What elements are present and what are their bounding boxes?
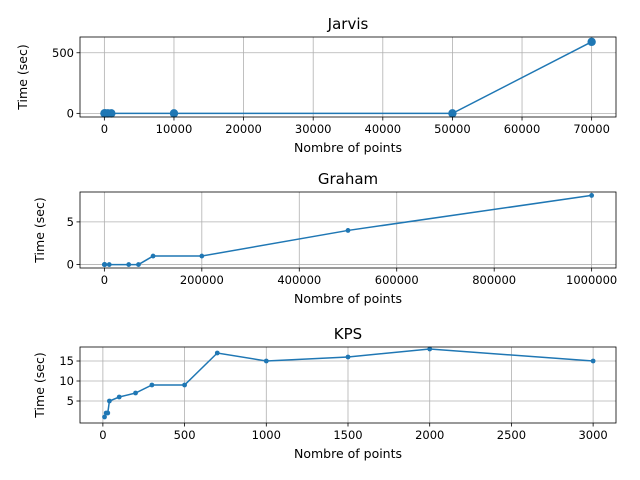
x-tick-label: 1000000 xyxy=(566,273,617,287)
x-tick-label: 30000 xyxy=(295,122,332,136)
x-tick-label: 1500 xyxy=(333,428,362,442)
chart-title: Jarvis xyxy=(327,15,369,33)
data-point xyxy=(107,398,112,404)
data-point xyxy=(150,253,156,259)
data-point xyxy=(102,262,108,267)
x-tick-label: 40000 xyxy=(365,122,402,136)
x-axis-label: Nombre of points xyxy=(294,291,402,306)
x-axis-label: Nombre of points xyxy=(294,140,402,155)
axes-frame xyxy=(79,191,617,269)
data-point xyxy=(199,253,205,259)
subplot-kps: 0 500 1000 1500 2000 2500 3000 5 10 15 KPS Nombre o… xyxy=(32,325,617,461)
data-point xyxy=(105,410,111,416)
x-tick-label: 10000 xyxy=(156,122,193,136)
subplot-jarvis: 0 10000 20000 30000 40000 50000 60000 70000 0 500… xyxy=(15,15,617,155)
subplot-graham: 0 200000 400000 600000 800000 1000000 0 5 Graham… xyxy=(32,170,617,306)
x-tick-label: 20000 xyxy=(225,122,262,136)
data-point xyxy=(590,358,596,364)
x-tick-label: 3000 xyxy=(578,428,607,442)
y-axis-label: Time (sec) xyxy=(32,197,47,263)
data-point xyxy=(136,262,141,267)
data-point xyxy=(133,390,138,396)
x-tick-label: 500 xyxy=(174,428,196,442)
y-axis-label: Time (sec) xyxy=(15,44,30,110)
x-tick-label: 60000 xyxy=(504,122,541,136)
chart-title: KPS xyxy=(334,325,362,343)
x-tick-label: 0 xyxy=(101,122,108,136)
x-tick-label: 70000 xyxy=(573,122,610,136)
data-point xyxy=(345,354,351,360)
y-tick-label: 5 xyxy=(67,394,74,408)
y-tick-label: 0 xyxy=(67,106,74,120)
x-tick-label: 400000 xyxy=(277,273,321,287)
x-tick-label: 2000 xyxy=(415,428,444,442)
x-tick-label: 2500 xyxy=(497,428,526,442)
data-point xyxy=(427,346,433,352)
data-point xyxy=(102,414,107,420)
y-tick-label: 5 xyxy=(67,215,74,229)
data-point xyxy=(106,262,112,267)
x-tick-label: 50000 xyxy=(434,122,471,136)
chart-title: Graham xyxy=(318,170,378,188)
axes-frame xyxy=(79,36,617,118)
data-point xyxy=(587,37,596,47)
x-tick-label: 1000 xyxy=(252,428,281,442)
x-tick-label: 0 xyxy=(101,273,108,287)
y-tick-label: 500 xyxy=(52,46,74,60)
data-point xyxy=(169,109,179,118)
x-tick-label: 800000 xyxy=(472,273,516,287)
y-tick-label: 15 xyxy=(59,354,74,368)
data-point xyxy=(182,382,187,388)
y-tick-label: 10 xyxy=(59,374,74,388)
data-point xyxy=(448,109,457,118)
data-point xyxy=(126,262,132,267)
x-tick-label: 200000 xyxy=(180,273,224,287)
x-tick-label: 600000 xyxy=(375,273,419,287)
data-point xyxy=(149,382,155,388)
y-axis-label: Time (sec) xyxy=(32,352,47,418)
data-point xyxy=(263,358,269,364)
y-tick-label: 0 xyxy=(67,258,74,272)
data-point xyxy=(107,109,116,118)
data-point xyxy=(116,394,122,400)
x-tick-label: 0 xyxy=(99,428,106,442)
data-point xyxy=(345,228,351,233)
data-point xyxy=(589,193,595,198)
data-point xyxy=(214,350,220,356)
x-axis-label: Nombre of points xyxy=(294,446,402,461)
